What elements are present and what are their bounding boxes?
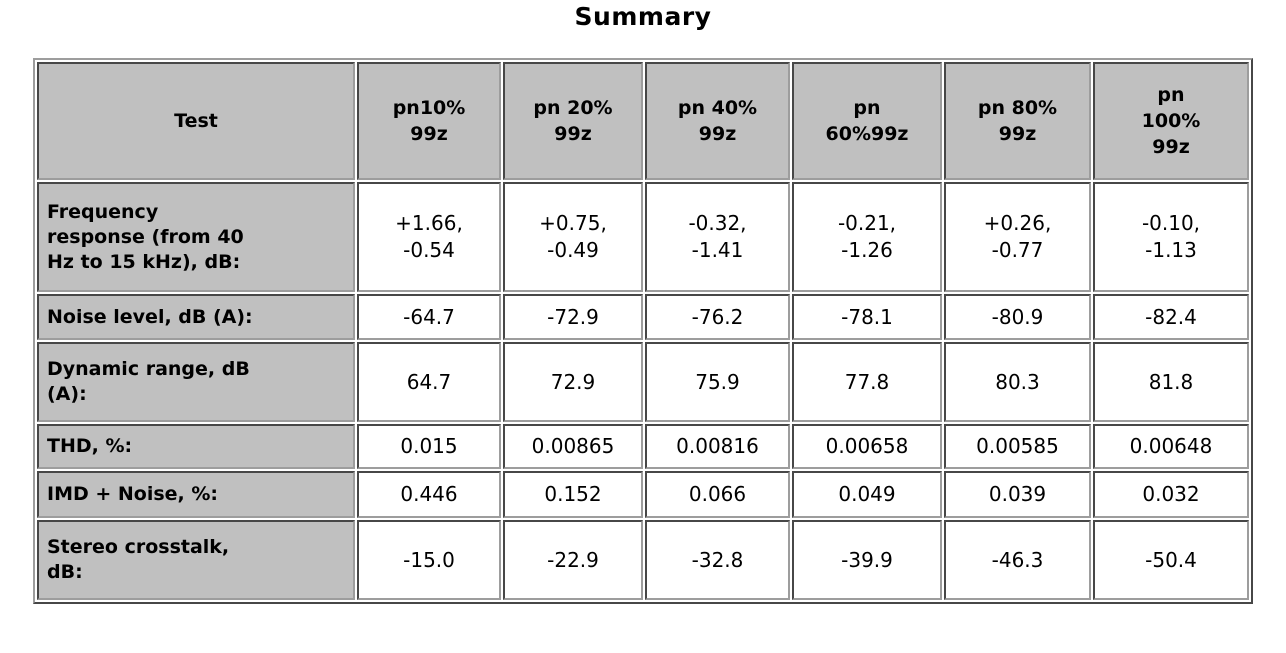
summary-table: Test pn10% 99z pn 20% 99z pn 40% 99z pn 60%9… (33, 58, 1253, 604)
value-cell: 0.00816 (645, 424, 790, 469)
value-cell: -39.9 (792, 520, 942, 600)
value-cell: +0.26, -0.77 (944, 182, 1091, 292)
column-header: pn 80% 99z (944, 62, 1091, 180)
value-cell: -50.4 (1093, 520, 1249, 600)
value-cell: -76.2 (645, 294, 790, 340)
value-cell: 72.9 (503, 342, 643, 422)
value-cell: -78.1 (792, 294, 942, 340)
row-label: Noise level, dB (A): (37, 294, 355, 340)
value-cell: 0.00658 (792, 424, 942, 469)
row-label: THD, %: (37, 424, 355, 469)
table-row: Dynamic range, dB (A): 64.7 72.9 75.9 77.8 80… (37, 342, 1249, 422)
value-cell: -32.8 (645, 520, 790, 600)
value-cell: 77.8 (792, 342, 942, 422)
value-cell: -0.21, -1.26 (792, 182, 942, 292)
value-cell: -72.9 (503, 294, 643, 340)
column-header: pn 100% 99z (1093, 62, 1249, 180)
value-cell: 0.049 (792, 471, 942, 518)
value-cell: 75.9 (645, 342, 790, 422)
table-row: Frequency response (from 40 Hz to 15 kHz… (37, 182, 1249, 292)
value-cell: 0.00648 (1093, 424, 1249, 469)
column-header: pn10% 99z (357, 62, 501, 180)
value-cell: 0.00865 (503, 424, 643, 469)
value-cell: 0.015 (357, 424, 501, 469)
value-cell: +1.66, -0.54 (357, 182, 501, 292)
value-cell: 0.039 (944, 471, 1091, 518)
column-header: pn 20% 99z (503, 62, 643, 180)
value-cell: 0.066 (645, 471, 790, 518)
value-cell: +0.75, -0.49 (503, 182, 643, 292)
value-cell: -64.7 (357, 294, 501, 340)
table-row: IMD + Noise, %: 0.446 0.152 0.066 0.049 0.039… (37, 471, 1249, 518)
value-cell: -82.4 (1093, 294, 1249, 340)
value-cell: 0.00585 (944, 424, 1091, 469)
value-cell: 80.3 (944, 342, 1091, 422)
row-label: IMD + Noise, %: (37, 471, 355, 518)
value-cell: -0.10, -1.13 (1093, 182, 1249, 292)
value-cell: 0.152 (503, 471, 643, 518)
table-row: THD, %: 0.015 0.00865 0.00816 0.00658 0.00585… (37, 424, 1249, 469)
value-cell: -15.0 (357, 520, 501, 600)
value-cell: -80.9 (944, 294, 1091, 340)
column-header-test: Test (37, 62, 355, 180)
value-cell: -22.9 (503, 520, 643, 600)
column-header: pn 40% 99z (645, 62, 790, 180)
value-cell: 0.032 (1093, 471, 1249, 518)
table-row: Stereo crosstalk, dB: -15.0 -22.9 -32.8 -39.… (37, 520, 1249, 600)
value-cell: 64.7 (357, 342, 501, 422)
column-header: pn 60%99z (792, 62, 942, 180)
row-label: Dynamic range, dB (A): (37, 342, 355, 422)
value-cell: -0.32, -1.41 (645, 182, 790, 292)
page-title: Summary (574, 2, 712, 31)
value-cell: 81.8 (1093, 342, 1249, 422)
row-label: Frequency response (from 40 Hz to 15 kHz… (37, 182, 355, 292)
row-label: Stereo crosstalk, dB: (37, 520, 355, 600)
table-header-row: Test pn10% 99z pn 20% 99z pn 40% 99z pn 60%9… (37, 62, 1249, 180)
table-row: Noise level, dB (A): -64.7 -72.9 -76.2 -78.1… (37, 294, 1249, 340)
value-cell: -46.3 (944, 520, 1091, 600)
value-cell: 0.446 (357, 471, 501, 518)
